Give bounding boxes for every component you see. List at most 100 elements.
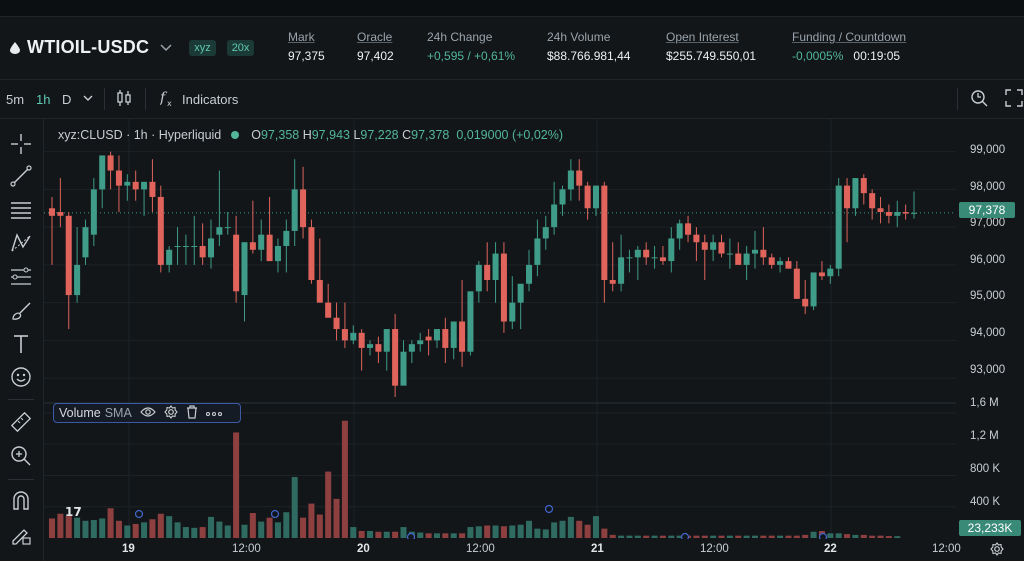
market-status-dot [231, 131, 240, 139]
trash-icon[interactable] [186, 404, 198, 422]
volume-bar [350, 527, 357, 538]
candle-body [609, 279, 616, 284]
candle-body [308, 227, 315, 280]
volume-bar [634, 535, 641, 538]
stat-label[interactable]: Funding / Countdown [792, 30, 907, 44]
candle-body [827, 268, 834, 277]
magnet-icon[interactable] [10, 489, 32, 511]
exchange-badge: xyz [189, 39, 216, 56]
tradingview-logo-icon: 17 [65, 505, 85, 520]
horizontal-lines-icon[interactable] [10, 199, 32, 221]
zoom-in-icon[interactable] [10, 445, 32, 467]
volume-bar [367, 530, 374, 538]
chevron-down-icon[interactable] [160, 41, 172, 55]
volume-tick: 1,6 M [970, 397, 999, 409]
volume-bar [592, 516, 599, 538]
pencil-lock-icon[interactable] [10, 524, 32, 546]
volume-bar [383, 531, 390, 538]
stat-label[interactable]: Open Interest [666, 30, 739, 44]
market-header: WTIOIL-USDC xyz 20x Mark 97,375 Oracle 9… [0, 17, 1024, 80]
volume-bar [249, 512, 256, 538]
stat-oracle: Oracle 97,402 [357, 30, 394, 63]
candles-icon[interactable] [116, 89, 132, 110]
pair-name: WTIOIL-USDC [27, 37, 150, 57]
more-options-icon[interactable] [205, 406, 222, 420]
stat-label: 24h Volume [547, 30, 611, 44]
stat-open-interest: Open Interest $255.749.550,01 [666, 30, 756, 63]
candle-body [266, 234, 273, 262]
volume-bar [584, 524, 591, 538]
interval-chevron-icon[interactable] [83, 90, 93, 105]
brush-icon[interactable] [10, 300, 32, 322]
candle-body [810, 272, 817, 307]
candle-body [618, 257, 625, 284]
market-selector[interactable]: WTIOIL-USDC xyz 20x [10, 37, 255, 58]
volume-bar [676, 535, 683, 538]
volume-legend[interactable]: Volume SMA [53, 403, 241, 423]
volume-bar [626, 535, 633, 538]
volume-bar [425, 533, 432, 538]
volume-bar [90, 520, 97, 538]
candle-body [835, 185, 842, 269]
stat-value: $88.766.981,44 [547, 49, 631, 63]
volume-bar [57, 513, 64, 538]
volume-bar [400, 527, 407, 538]
stat-24h-change: 24h Change +0,595 / +0,61% [427, 30, 515, 63]
ruler-icon[interactable] [10, 411, 32, 433]
candle-body [367, 344, 374, 348]
candlestick-chart[interactable] [44, 119, 956, 539]
crosshair-icon[interactable] [10, 133, 32, 155]
oil-drop-icon [10, 41, 20, 54]
volume-bar [132, 523, 139, 538]
volume-bar [48, 518, 56, 538]
volume-bar [107, 508, 114, 538]
zoom-search-icon[interactable] [970, 89, 988, 110]
candle-body [793, 268, 800, 299]
volume-bar [258, 521, 265, 538]
eye-icon[interactable] [139, 406, 156, 421]
candle-body [341, 329, 348, 341]
volume-bar [693, 535, 700, 538]
price-tick: 95,000 [970, 290, 1006, 302]
legend-open-label: O [251, 128, 261, 142]
trend-line-icon[interactable] [10, 165, 32, 187]
candle-body [852, 178, 859, 209]
volume-bar [609, 534, 616, 538]
emoji-icon[interactable] [10, 366, 32, 388]
text-icon[interactable] [10, 333, 32, 355]
volume-bar [417, 532, 424, 538]
candle-body [358, 332, 365, 348]
volume-bar [760, 535, 767, 538]
candle-body [534, 238, 541, 265]
legend-close-label: C [402, 128, 412, 142]
settings-icon[interactable] [164, 404, 178, 422]
candle-body [626, 257, 633, 259]
candle-body [894, 212, 901, 216]
legend-high: 97,943 [311, 128, 350, 142]
candle-body [300, 189, 307, 228]
interval-d[interactable]: D [62, 92, 72, 107]
volume-bar [65, 516, 72, 538]
volume-bar [182, 527, 189, 538]
leverage-badge[interactable]: 20x [226, 39, 255, 56]
stat-label[interactable]: Mark [288, 30, 315, 44]
legend-open: 97,358 [260, 128, 300, 142]
candle-body [760, 249, 767, 258]
candle-body [433, 329, 440, 341]
candle-body [107, 155, 114, 171]
candle-body [500, 253, 507, 322]
stat-label[interactable]: Oracle [357, 30, 393, 44]
time-tick: 12:00 [700, 543, 729, 555]
interval-1h[interactable]: 1h [36, 92, 51, 107]
volume-bar [869, 535, 876, 538]
event-marker [544, 504, 554, 514]
fullscreen-icon[interactable] [1005, 89, 1023, 110]
candle-body [74, 264, 81, 296]
pattern-icon[interactable] [10, 232, 32, 254]
indicators-button[interactable]: Indicators [182, 92, 239, 107]
fib-retracement-icon[interactable] [10, 266, 32, 288]
chart-settings-icon[interactable] [990, 542, 1004, 559]
interval-5m[interactable]: 5m [6, 92, 25, 107]
volume-bar [157, 513, 164, 538]
